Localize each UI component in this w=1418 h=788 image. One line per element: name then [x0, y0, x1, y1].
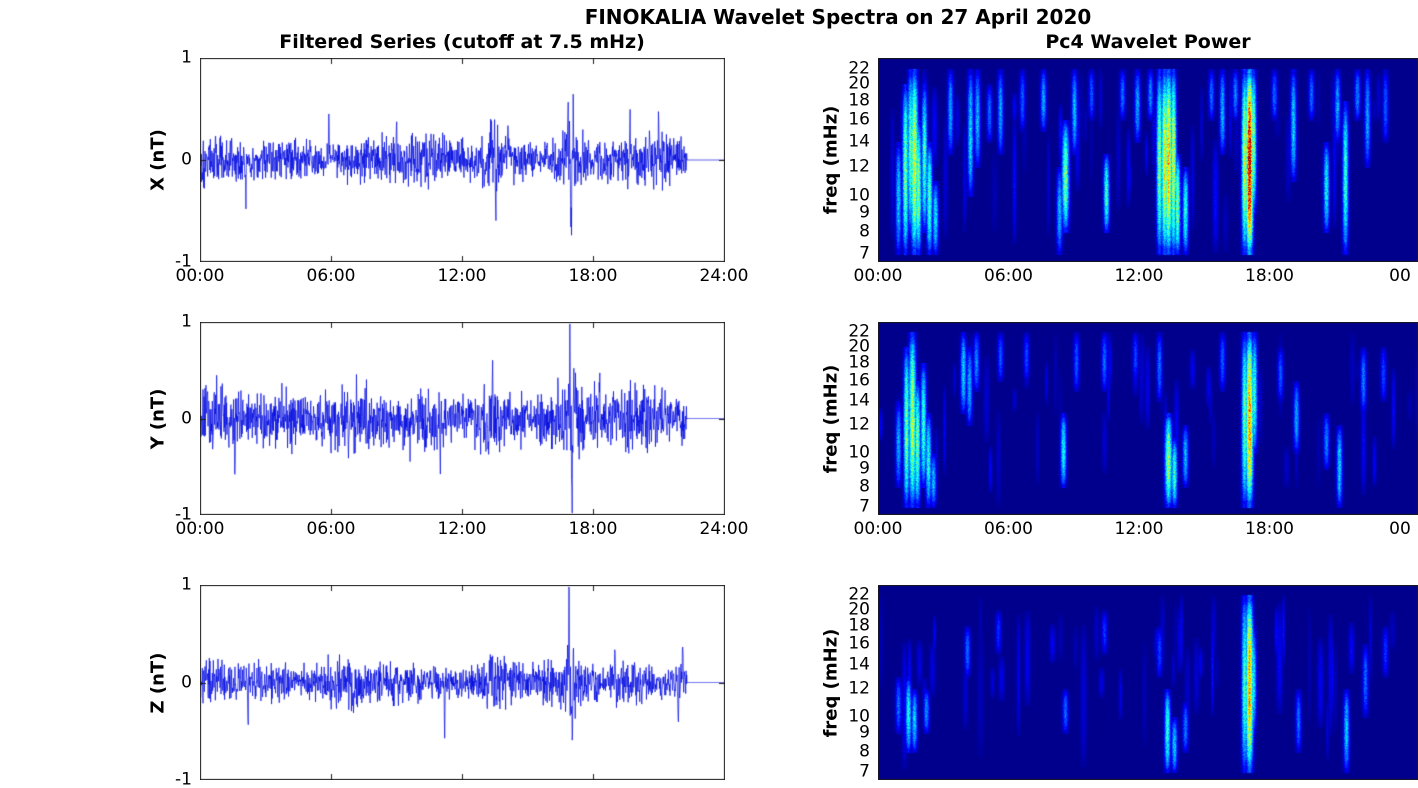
- x-tick-label: 06:00: [307, 267, 356, 286]
- y-tick-label: -1: [144, 771, 192, 788]
- freq-tick-label: 8: [822, 478, 870, 497]
- wavelet-spectra-figure: FINOKALIA Wavelet Spectra on 27 April 20…: [0, 0, 1418, 788]
- y-wavelet-plot: [878, 322, 1418, 515]
- x-tick-label: 00:00: [854, 267, 903, 286]
- y-series-plot: [200, 322, 725, 515]
- y-axis-label: freq (mHz): [821, 106, 842, 215]
- y-tick-label: 1: [144, 576, 192, 595]
- x-tick-label: 24:00: [700, 520, 749, 539]
- y-tick-label: 1: [144, 49, 192, 68]
- y-tick-label: 1: [144, 313, 192, 332]
- x-tick-label: 06:00: [984, 520, 1033, 539]
- freq-tick-label: 8: [822, 223, 870, 242]
- x-tick-label: 06:00: [984, 267, 1033, 286]
- x-tick-label: 18:00: [569, 267, 618, 286]
- x-tick-label: 00: [1389, 267, 1411, 286]
- figure-title: FINOKALIA Wavelet Spectra on 27 April 20…: [585, 5, 1092, 29]
- x-tick-label: 00:00: [176, 520, 225, 539]
- x-tick-label: 00:00: [854, 520, 903, 539]
- y-axis-label: X (nT): [148, 129, 169, 191]
- y-axis-label: Z (nT): [148, 652, 169, 713]
- freq-tick-label: 7: [822, 245, 870, 264]
- right-column-title: Pc4 Wavelet Power: [1045, 31, 1250, 53]
- left-column-title: Filtered Series (cutoff at 7.5 mHz): [279, 31, 645, 53]
- freq-tick-label: 7: [822, 498, 870, 517]
- x-series-plot: [200, 58, 725, 262]
- x-tick-label: 18:00: [1245, 267, 1294, 286]
- z-series-plot: [200, 585, 725, 780]
- x-tick-label: 12:00: [1115, 267, 1164, 286]
- x-tick-label: 12:00: [438, 520, 487, 539]
- x-tick-label: 24:00: [700, 267, 749, 286]
- freq-tick-label: 8: [822, 742, 870, 761]
- x-tick-label: 00:00: [176, 267, 225, 286]
- x-tick-label: 18:00: [1245, 520, 1294, 539]
- x-wavelet-plot: [878, 58, 1418, 262]
- x-tick-label: 18:00: [569, 520, 618, 539]
- x-tick-label: 12:00: [438, 267, 487, 286]
- freq-tick-label: 7: [822, 763, 870, 782]
- x-tick-label: 00: [1389, 520, 1411, 539]
- z-wavelet-plot: [878, 585, 1418, 780]
- y-axis-label: freq (mHz): [821, 628, 842, 737]
- y-axis-label: Y (nT): [148, 388, 169, 449]
- x-tick-label: 06:00: [307, 520, 356, 539]
- x-tick-label: 12:00: [1115, 520, 1164, 539]
- y-axis-label: freq (mHz): [821, 364, 842, 473]
